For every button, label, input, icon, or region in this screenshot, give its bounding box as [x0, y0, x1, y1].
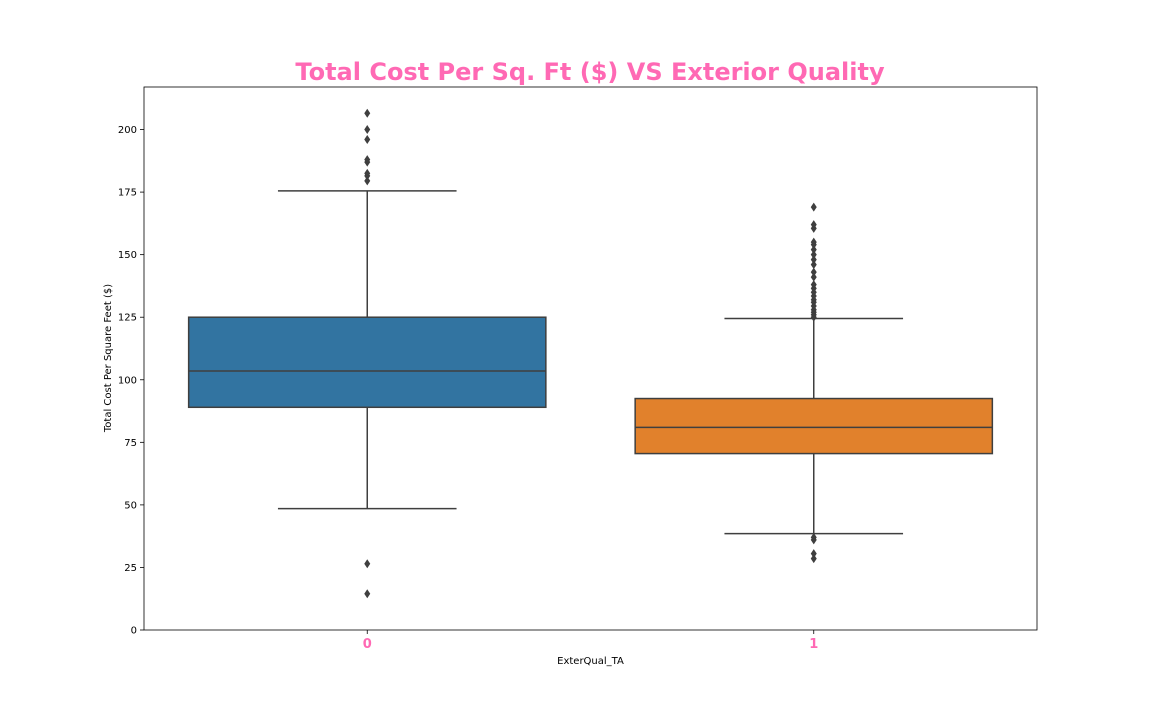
x-tick-label: 0 — [363, 637, 372, 652]
outlier-point — [810, 267, 817, 277]
y-tick-label: 200 — [118, 125, 137, 136]
outlier-point — [810, 237, 817, 247]
outlier-point — [364, 125, 371, 135]
y-tick-label: 75 — [124, 438, 137, 449]
y-axis-label: Total Cost Per Square Feet ($) — [103, 284, 114, 433]
y-tick-label: 0 — [131, 626, 137, 637]
y-tick-label: 175 — [118, 188, 137, 199]
y-tick-label: 125 — [118, 313, 137, 324]
outlier-point — [810, 549, 817, 559]
box-1 — [634, 397, 994, 455]
outlier-point — [810, 255, 817, 265]
outlier-point — [364, 155, 371, 165]
outlier-point — [364, 589, 371, 599]
outlier-point — [810, 260, 817, 270]
outlier-point — [364, 108, 371, 118]
outlier-point — [364, 168, 371, 178]
outlier-point — [810, 554, 817, 564]
plot-frame — [143, 86, 1038, 631]
y-tick-label: 150 — [118, 250, 137, 261]
plot-area: 0 25 50 75 100 125 150 175 200 0 1 — [118, 86, 1038, 652]
outlier-point — [810, 532, 817, 542]
y-tick-label: 25 — [124, 563, 137, 574]
outlier-point — [364, 135, 371, 145]
outlier-point — [810, 280, 817, 290]
box-0 — [187, 316, 547, 409]
x-axis-label: ExterQual_TA — [557, 656, 624, 667]
outlier-point — [810, 272, 817, 282]
y-tick-label: 50 — [124, 500, 137, 511]
y-tick-label: 100 — [118, 375, 137, 386]
outlier-point — [810, 202, 817, 212]
outlier-point — [364, 559, 371, 569]
chart-title: Total Cost Per Sq. Ft ($) VS Exterior Qu… — [295, 58, 885, 86]
x-tick-label: 1 — [809, 637, 818, 652]
outlier-point — [364, 176, 371, 186]
outlier-point — [810, 245, 817, 255]
outlier-point — [810, 220, 817, 230]
outlier-point — [810, 250, 817, 260]
